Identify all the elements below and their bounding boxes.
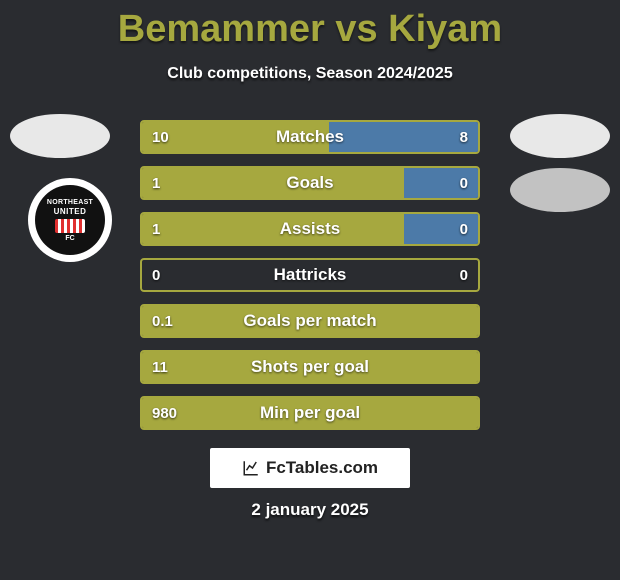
stats-bar-container: Matches108 Goals10 Assists10 Hattricks0 0 Goa… bbox=[140, 120, 480, 442]
branding-text: FcTables.com bbox=[266, 458, 378, 478]
stat-bar-left bbox=[142, 306, 478, 336]
club-badge-fc: FC bbox=[65, 235, 74, 242]
stat-row: Goals10 bbox=[140, 166, 480, 200]
stat-row: Shots per goal11 bbox=[140, 350, 480, 384]
stat-value-left: 0 bbox=[152, 260, 160, 290]
stat-row: Min per goal980 bbox=[140, 396, 480, 430]
stat-label: Hattricks bbox=[142, 260, 478, 290]
club-left-badge: NORTHEAST UNITED FC bbox=[28, 178, 112, 262]
club-left-badge-inner: NORTHEAST UNITED FC bbox=[35, 185, 105, 255]
club-badge-line1: NORTHEAST bbox=[47, 199, 93, 206]
stat-value-right: 0 bbox=[460, 260, 468, 290]
club-badge-line2: UNITED bbox=[54, 207, 87, 216]
player-right-avatar bbox=[510, 114, 610, 158]
stat-row: Matches108 bbox=[140, 120, 480, 154]
club-right-badge-placeholder bbox=[510, 168, 610, 212]
stat-bar-left bbox=[142, 122, 329, 152]
stat-row: Hattricks0 0 bbox=[140, 258, 480, 292]
page-title: Bemammer vs Kiyam bbox=[0, 0, 620, 51]
club-badge-stripes bbox=[55, 219, 85, 233]
stat-bar-left bbox=[142, 168, 404, 198]
stat-row: Assists10 bbox=[140, 212, 480, 246]
stat-bar-right bbox=[329, 122, 478, 152]
player-left-avatar bbox=[10, 114, 110, 158]
subtitle: Club competitions, Season 2024/2025 bbox=[0, 65, 620, 83]
chart-icon bbox=[242, 459, 260, 477]
stat-row: Goals per match0.1 bbox=[140, 304, 480, 338]
stat-bar-left bbox=[142, 352, 478, 382]
date-label: 2 january 2025 bbox=[0, 500, 620, 520]
stat-bar-right bbox=[404, 214, 478, 244]
stat-bar-left bbox=[142, 214, 404, 244]
stat-bar-right bbox=[404, 168, 478, 198]
branding-banner[interactable]: FcTables.com bbox=[210, 448, 410, 488]
stat-bar-left bbox=[142, 398, 478, 428]
